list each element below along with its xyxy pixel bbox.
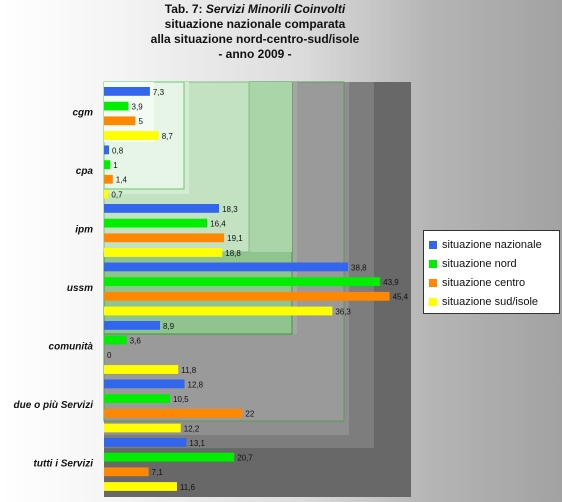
title-emphasis: Servizi Minorili Coinvolti (205, 2, 346, 16)
legend-label: situazione nazionale (442, 238, 542, 251)
category-label-cgm: cgm (72, 107, 93, 118)
data-label-cpa-situazione-sud-isole: 0,7 (111, 190, 123, 199)
bar-comunit-situazione-nord (104, 335, 127, 345)
title-line-4: - anno 2009 - (218, 47, 292, 61)
data-label-cpa-situazione-nazionale: 0,8 (112, 146, 124, 155)
data-label-ussm-situazione-sud-isole: 36,3 (335, 307, 351, 316)
bar-cpa-situazione-nord (104, 160, 111, 169)
data-label-ussm-situazione-centro: 45,4 (393, 293, 409, 302)
category-label-tutti-i-servizi: tutti i Servizi (34, 458, 94, 469)
bar-due-o-pi-servizi-situazione-nazionale (104, 379, 185, 389)
data-label-ipm-situazione-centro: 19,1 (227, 234, 243, 243)
data-label-ipm-situazione-nord: 16,4 (210, 220, 226, 229)
bar-cgm-situazione-nazionale (104, 87, 150, 96)
plot-background (103, 81, 411, 497)
bar-ipm-situazione-nord (104, 218, 208, 228)
legend-item-situazione-nord: situazione nord (429, 254, 555, 273)
bar-cgm-situazione-sud-isole (104, 131, 159, 140)
data-label-comunit-situazione-nord: 3,6 (130, 337, 142, 346)
category-label-comunit: comunità (49, 341, 94, 352)
bar-ussm-situazione-nazionale (104, 262, 349, 272)
chart-title: Tab. 7: Servizi Minorili Coinvolti situa… (0, 2, 510, 62)
data-label-due-o-pi-servizi-situazione-nazionale: 12,8 (188, 380, 204, 389)
title-prefix: Tab. 7: (164, 2, 206, 16)
bar-tutti-i-servizi-situazione-nazionale (104, 438, 187, 447)
data-label-due-o-pi-servizi-situazione-sud-isole: 12,2 (184, 424, 200, 433)
bar-ipm-situazione-nazionale (104, 204, 220, 213)
bar-due-o-pi-servizi-situazione-nord (104, 394, 171, 403)
bar-comunit-situazione-sud-isole (104, 365, 179, 374)
data-label-tutti-i-servizi-situazione-sud-isole: 11,6 (180, 483, 196, 492)
data-label-tutti-i-servizi-situazione-nord: 20,7 (237, 454, 253, 463)
bar-ipm-situazione-sud-isole (104, 248, 223, 257)
bar-cgm-situazione-centro (104, 116, 136, 126)
data-label-ipm-situazione-sud-isole: 18,8 (225, 249, 241, 258)
data-labels: 7,3 3,9 5 8,7 0,8 1 1,4 0,7 18,3 16,419,1 18,8 38,8… (107, 88, 409, 492)
bar-cpa-situazione-centro (104, 174, 113, 184)
bar-cpa-situazione-nazionale (104, 145, 110, 155)
bar-cgm-situazione-nord (104, 101, 129, 111)
data-label-cpa-situazione-centro: 1,4 (116, 176, 128, 185)
bar-ipm-situazione-centro (104, 233, 225, 243)
category-label-ussm: ussm (67, 283, 93, 294)
title-line-1: Tab. 7: Servizi Minorili Coinvolti (0, 2, 510, 17)
data-label-cgm-situazione-nord: 3,9 (132, 103, 144, 112)
data-label-comunit-situazione-sud-isole: 11,8 (181, 366, 197, 375)
legend: situazione nazionale situazione nord situa… (423, 230, 560, 314)
legend-item-situazione-sud-isole: situazione sud/isole (429, 292, 555, 311)
bar-due-o-pi-servizi-situazione-sud-isole (104, 423, 181, 433)
data-label-comunit-situazione-centro: 0 (107, 351, 112, 360)
legend-swatch (429, 297, 437, 306)
data-label-ussm-situazione-nazionale: 38,8 (351, 263, 367, 272)
data-label-ipm-situazione-nazionale: 18,3 (222, 205, 238, 214)
title-line-2: situazione nazionale comparata (164, 17, 346, 31)
legend-swatch (429, 240, 437, 249)
legend-label: situazione centro (442, 276, 526, 289)
bar-due-o-pi-servizi-situazione-centro (104, 408, 243, 418)
category-label-cpa: cpa (76, 166, 94, 177)
bar-cpa-situazione-sud-isole (104, 189, 109, 199)
data-label-cgm-situazione-nazionale: 7,3 (153, 88, 165, 97)
category-label-ipm: ipm (75, 224, 93, 235)
legend-swatch (429, 259, 437, 268)
bar-tutti-i-servizi-situazione-centro (104, 467, 149, 477)
data-label-tutti-i-servizi-situazione-centro: 7,1 (152, 468, 164, 477)
data-label-tutti-i-servizi-situazione-nazionale: 13,1 (189, 439, 205, 448)
bar-marks (104, 87, 390, 491)
category-label-due-o-pi-servizi: due o più Servizi (14, 400, 94, 411)
legend-item-situazione-nazionale: situazione nazionale (429, 235, 555, 254)
category-labels: cgm cpa ipm ussm comunità due o più Servizi tu… (14, 107, 94, 469)
legend-label: situazione nord (442, 257, 517, 270)
bar-comunit-situazione-nazionale (104, 321, 160, 330)
data-label-comunit-situazione-nazionale: 8,9 (163, 322, 175, 331)
data-label-cpa-situazione-nord: 1 (113, 161, 118, 170)
bar-tutti-i-servizi-situazione-nord (104, 452, 235, 462)
legend-item-situazione-centro: situazione centro (429, 273, 555, 292)
bar-ussm-situazione-centro (104, 291, 390, 301)
data-label-due-o-pi-servizi-situazione-centro: 22 (245, 410, 254, 419)
data-label-cgm-situazione-sud-isole: 8,7 (162, 132, 174, 141)
data-label-ussm-situazione-nord: 43,9 (383, 278, 399, 287)
bar-tutti-i-servizi-situazione-sud-isole (104, 482, 177, 491)
bar-ussm-situazione-sud-isole (104, 306, 333, 316)
data-label-due-o-pi-servizi-situazione-nord: 10,5 (173, 395, 189, 404)
data-label-cgm-situazione-centro: 5 (138, 117, 143, 126)
legend-label: situazione sud/isole (442, 295, 539, 308)
title-line-3: alla situazione nord-centro-sud/isole (150, 32, 360, 46)
legend-swatch (429, 278, 437, 287)
bar-ussm-situazione-nord (104, 277, 381, 286)
